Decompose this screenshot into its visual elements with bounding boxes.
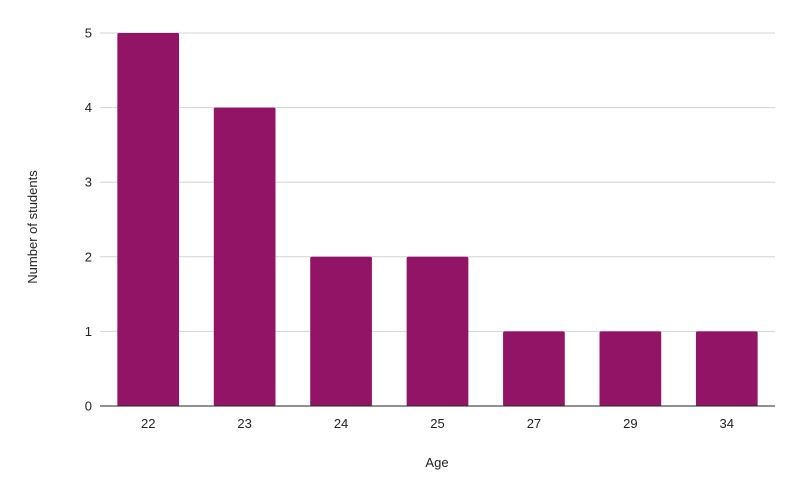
x-tick-label: 27 [527, 416, 541, 431]
y-tick-label: 5 [85, 26, 92, 41]
bar-24 [310, 256, 372, 406]
y-axis-tick-labels: 0 1 2 3 4 5 [85, 26, 92, 414]
x-tick-label: 23 [237, 416, 251, 431]
x-tick-label: 25 [430, 416, 444, 431]
y-tick-label: 2 [85, 249, 92, 264]
gridlines [100, 32, 775, 332]
x-axis-tick-labels: 22 23 24 25 27 29 34 [141, 416, 734, 431]
x-axis-title: Age [425, 455, 448, 470]
y-tick-label: 4 [85, 100, 92, 115]
bar-23 [213, 107, 276, 406]
bar-25 [406, 256, 469, 406]
bars [117, 33, 758, 406]
x-tick-label: 29 [623, 416, 637, 431]
y-tick-label: 1 [85, 324, 92, 339]
y-tick-label: 0 [85, 399, 92, 414]
x-tick-label: 34 [720, 416, 734, 431]
y-tick-label: 3 [85, 175, 92, 190]
y-axis-title: Number of students [25, 170, 40, 284]
bar-34 [695, 331, 758, 406]
x-tick-label: 24 [334, 416, 348, 431]
bar-29 [599, 331, 662, 406]
bar-27 [503, 331, 565, 406]
x-tick-label: 22 [141, 416, 155, 431]
bar-22 [117, 33, 180, 406]
